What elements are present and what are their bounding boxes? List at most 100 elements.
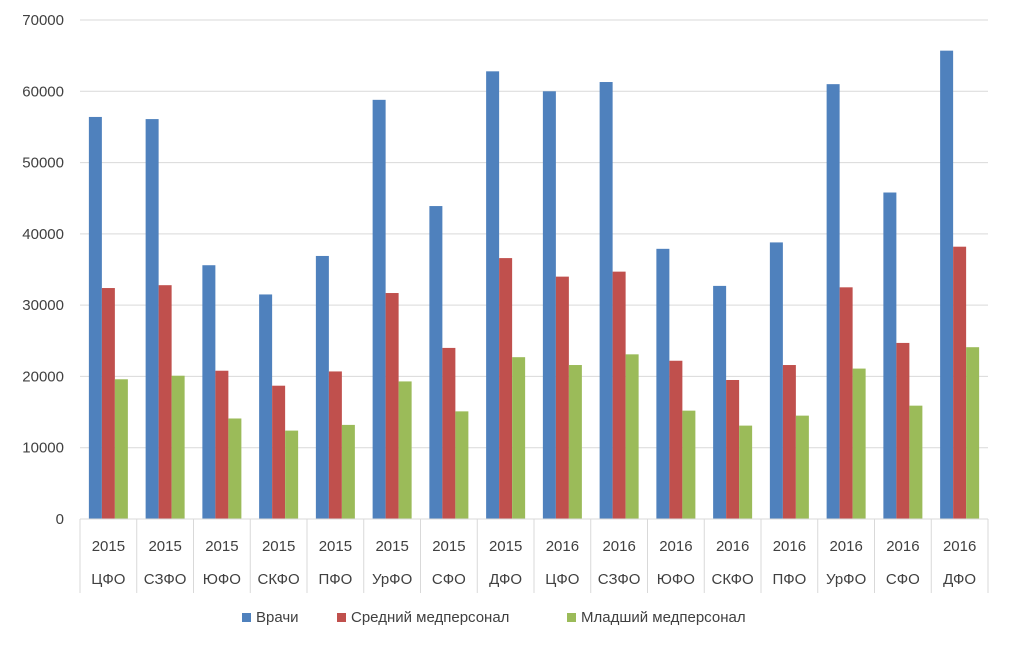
bar-2-12 [726,379,740,519]
x-tick-region: СФО [432,571,466,588]
x-tick-year: 2015 [205,538,238,555]
x-tick-region: ЮФО [657,571,695,588]
bar-3-7 [455,411,469,519]
bar-3-11 [682,410,696,519]
bar-1-4 [259,294,273,519]
bar-2-16 [953,246,967,519]
x-tick-region: СКФО [258,571,300,588]
bar-2-14 [839,287,853,519]
bars [88,50,980,520]
bar-1-16 [940,50,954,519]
legend-label: Младший медперсонал [581,609,746,626]
gridlines [80,19,988,449]
x-tick-year: 2016 [546,538,579,555]
bar-2-5 [328,371,342,519]
x-tick-region: УрФО [826,571,866,588]
bar-2-4 [272,385,286,519]
x-tick-year: 2016 [773,538,806,555]
bar-1-6 [372,99,386,519]
bar-1-9 [542,91,556,520]
bar-2-15 [896,342,910,519]
x-tick-region: ЮФО [203,571,241,588]
y-tick-label: 60000 [22,83,64,100]
bar-1-5 [315,255,329,519]
bar-3-5 [341,424,355,519]
bar-2-11 [669,360,683,519]
y-axis-tick-labels: 0 10000 20000 30000 40000 50000 60000 70000 [22,12,64,528]
bar-3-10 [625,354,639,519]
legend-label: Врачи [256,609,299,626]
bar-2-2 [158,285,172,519]
bar-3-3 [228,418,242,519]
x-tick-year: 2016 [602,538,635,555]
bar-3-12 [739,425,753,519]
bar-3-16 [966,347,980,519]
x-tick-region: ПФО [772,571,806,588]
bar-3-14 [852,368,866,519]
legend-swatch [242,613,251,622]
x-tick-year: 2016 [943,538,976,555]
y-tick-label: 30000 [22,297,64,314]
bar-3-13 [795,415,809,519]
x-tick-year: 2016 [886,538,919,555]
bar-1-11 [656,248,670,519]
axes [79,518,989,593]
y-tick-label: 40000 [22,226,64,243]
bar-2-9 [555,276,569,519]
x-tick-region: ДФО [489,571,522,588]
bar-2-13 [782,365,796,519]
x-tick-year: 2015 [262,538,295,555]
bar-3-4 [285,430,299,519]
legend-swatch [567,613,576,622]
x-tick-year: 2015 [148,538,181,555]
bar-1-2 [145,119,159,519]
y-tick-label: 20000 [22,368,64,385]
y-tick-label: 70000 [22,12,64,29]
x-tick-region: СКФО [712,571,754,588]
x-tick-year: 2015 [375,538,408,555]
bar-1-3 [202,265,216,519]
x-tick-year: 2015 [489,538,522,555]
legend-label: Средний медперсонал [351,609,509,626]
bar-3-15 [909,405,923,519]
bar-1-1 [88,116,102,519]
legend-swatch [337,613,346,622]
bar-1-7 [429,206,443,519]
bar-2-10 [612,271,626,519]
x-tick-year: 2016 [716,538,749,555]
bar-3-2 [171,375,185,519]
x-axis-tick-labels: 2015 ЦФО 2015 СЗФО 2015 ЮФО 2015 СКФО 2015 ПФО 201… [91,538,976,588]
bar-1-12 [713,285,727,519]
x-tick-year: 2015 [432,538,465,555]
bar-1-8 [486,71,500,519]
x-tick-region: ЦФО [545,571,579,588]
bar-3-6 [398,381,412,519]
bar-2-7 [442,347,456,519]
x-tick-region: СЗФО [144,571,187,588]
x-tick-year: 2016 [829,538,862,555]
x-tick-region: ПФО [318,571,352,588]
x-tick-region: УрФО [372,571,412,588]
legend: Врачи Средний медперсонал Младший медперсо… [242,609,746,626]
bar-1-10 [599,82,613,520]
x-tick-region: ДФО [943,571,976,588]
bar-2-3 [215,370,229,519]
x-tick-year: 2015 [319,538,352,555]
bar-1-13 [769,242,783,519]
bar-3-9 [568,365,582,519]
x-tick-region: СЗФО [598,571,641,588]
bar-2-1 [101,288,115,519]
x-tick-year: 2015 [92,538,125,555]
y-tick-label: 50000 [22,155,64,172]
bar-2-8 [499,258,513,519]
bar-1-15 [883,192,897,520]
bar-3-1 [114,379,128,519]
y-tick-label: 0 [56,511,64,528]
x-tick-year: 2016 [659,538,692,555]
bar-2-6 [385,293,399,519]
x-tick-region: ЦФО [91,571,125,588]
y-tick-label: 10000 [22,440,64,457]
x-tick-region: СФО [886,571,920,588]
